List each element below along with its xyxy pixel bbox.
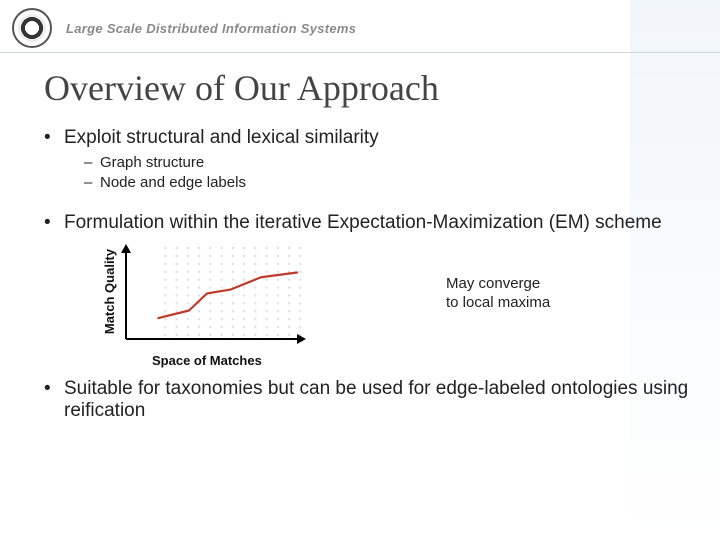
chart-x-label: Space of Matches [152,353,690,368]
bullet-1b: Node and edge labels [44,173,690,193]
slide-content: Overview of Our Approach Exploit structu… [0,53,720,422]
slide-header: Large Scale Distributed Information Syst… [0,0,720,53]
bullet-list: Exploit structural and lexical similarit… [44,127,690,194]
match-quality-chart: Match Quality [98,240,316,349]
slide-title: Overview of Our Approach [44,67,690,109]
chart-note: May converge to local maxima [446,275,550,313]
bullet-list-3: Suitable for taxonomies but can be used … [44,378,690,422]
bullet-3: Suitable for taxonomies but can be used … [44,378,690,422]
bullet-1a: Graph structure [44,153,690,173]
chart-note-l1: May converge [446,275,540,292]
chart-y-label: Match Quality [102,248,117,334]
bullet-2: Formulation within the iterative Expecta… [44,212,690,234]
bullet-list-2: Formulation within the iterative Expecta… [44,212,690,234]
bullet-1: Exploit structural and lexical similarit… [44,127,690,149]
chart-note-l2: to local maxima [446,294,550,311]
org-logo-icon [12,8,52,48]
chart-row: Match Quality May converge to local maxi… [98,240,690,349]
org-name: Large Scale Distributed Information Syst… [66,21,356,36]
